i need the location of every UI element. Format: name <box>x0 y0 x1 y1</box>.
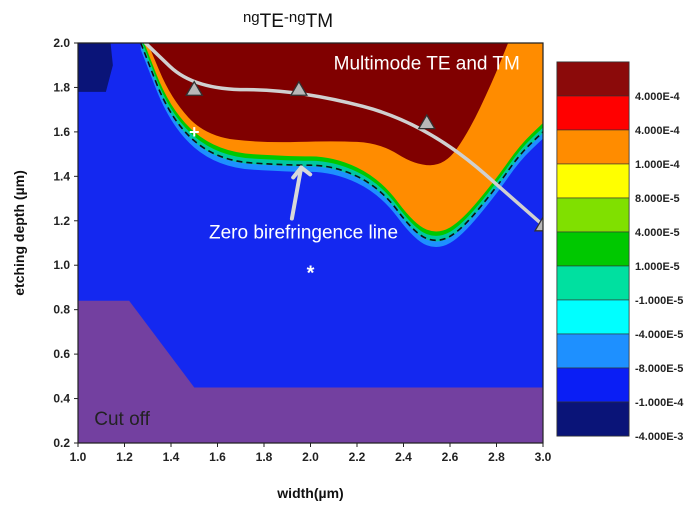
y-tick-label: 1.6 <box>53 125 70 139</box>
zero-birefringence-dashed-line <box>140 43 543 242</box>
legend-swatch <box>556 95 630 131</box>
triangle-marker <box>533 215 543 232</box>
legend-label: 4.000E-4 <box>635 125 681 137</box>
title-part: -ng <box>284 9 306 26</box>
star-marker: * <box>307 263 315 285</box>
triangle-markers <box>185 80 543 232</box>
y-tick-label: 0.6 <box>53 347 70 361</box>
legend-label: 4.000E-4 <box>635 91 681 103</box>
x-axis-label: width(µm) <box>276 485 343 501</box>
x-tick-label: 2.0 <box>302 450 319 464</box>
legend-label: -4.000E-5 <box>635 329 683 341</box>
triangle-marker <box>289 80 309 96</box>
legend-label: 1.000E-4 <box>635 159 681 171</box>
legend-swatch <box>556 163 630 199</box>
title-part: ng <box>243 9 260 26</box>
legend-swatch <box>556 333 630 369</box>
triangle-marker <box>417 113 436 130</box>
multimode-annotation: Multimode TE and TM <box>334 54 520 75</box>
x-tick-label: 1.6 <box>209 450 226 464</box>
legend-swatch <box>556 231 630 267</box>
legend-swatch <box>556 367 630 403</box>
x-tick-label: 2.4 <box>395 450 412 464</box>
contour-band-dark-navy <box>78 43 113 92</box>
y-tick-label: 2.0 <box>53 36 70 50</box>
arrow-head-icon <box>291 165 313 180</box>
plus-marker: + <box>189 122 200 142</box>
legend-label: -4.000E-3 <box>635 431 683 443</box>
y-tick-label: 1.0 <box>53 258 70 272</box>
legend-label: 1.000E-5 <box>635 261 680 273</box>
triangle-marker <box>185 80 204 96</box>
y-tick-label: 1.8 <box>53 80 70 94</box>
y-tick-label: 0.2 <box>53 436 70 450</box>
title-part: TM <box>306 11 333 32</box>
multimode-boundary-curve <box>143 43 543 227</box>
x-tick-label: 1.0 <box>70 450 87 464</box>
legend-swatch <box>556 61 630 97</box>
legend-swatch <box>556 197 630 233</box>
legend-swatch <box>556 129 630 165</box>
zero-birefringence-arrow <box>289 165 304 221</box>
x-tick-label: 1.8 <box>256 450 273 464</box>
title-part: TE <box>260 11 284 32</box>
multimode-region <box>147 43 509 166</box>
y-tick-label: 0.8 <box>53 303 70 317</box>
x-tick-label: 1.2 <box>116 450 133 464</box>
cutoff-annotation: Cut off <box>94 409 150 430</box>
y-tick-label: 1.4 <box>53 169 70 183</box>
y-axis-label: etching depth (µm) <box>11 170 27 296</box>
x-tick-label: 2.8 <box>488 450 505 464</box>
legend-swatch <box>556 401 630 437</box>
legend-label: -1.000E-4 <box>635 397 684 409</box>
x-tick-label: 3.0 <box>535 450 552 464</box>
chart-title: ngTE-ngTM <box>243 9 333 32</box>
legend-label: 4.000E-5 <box>635 227 680 239</box>
legend-swatch <box>556 299 630 335</box>
legend-swatch <box>556 265 630 301</box>
y-tick-label: 1.2 <box>53 214 70 228</box>
cutoff-region <box>78 300 543 443</box>
color-legend: 4.000E-4 4.000E-4 1.000E-4 8.000E-5 4.000E-5… <box>556 61 684 443</box>
x-tick-label: 2.6 <box>442 450 459 464</box>
zero-birefringence-annotation: Zero birefringence line <box>209 223 398 244</box>
x-tick-label: 2.2 <box>349 450 366 464</box>
legend-label: -1.000E-5 <box>635 295 683 307</box>
legend-label: -8.000E-5 <box>635 363 683 375</box>
y-axis-ticks: 0.2 0.4 0.6 0.8 1.0 1.2 1.4 1.6 1.8 2.0 <box>53 36 78 450</box>
legend-label: 8.000E-5 <box>635 193 680 205</box>
plot-area <box>78 43 543 443</box>
x-axis-ticks: 1.0 1.2 1.4 1.6 1.8 2.0 2.2 2.4 2.6 2.8 3.0 <box>70 443 552 464</box>
x-tick-label: 1.4 <box>163 450 180 464</box>
y-tick-label: 0.4 <box>53 392 70 406</box>
